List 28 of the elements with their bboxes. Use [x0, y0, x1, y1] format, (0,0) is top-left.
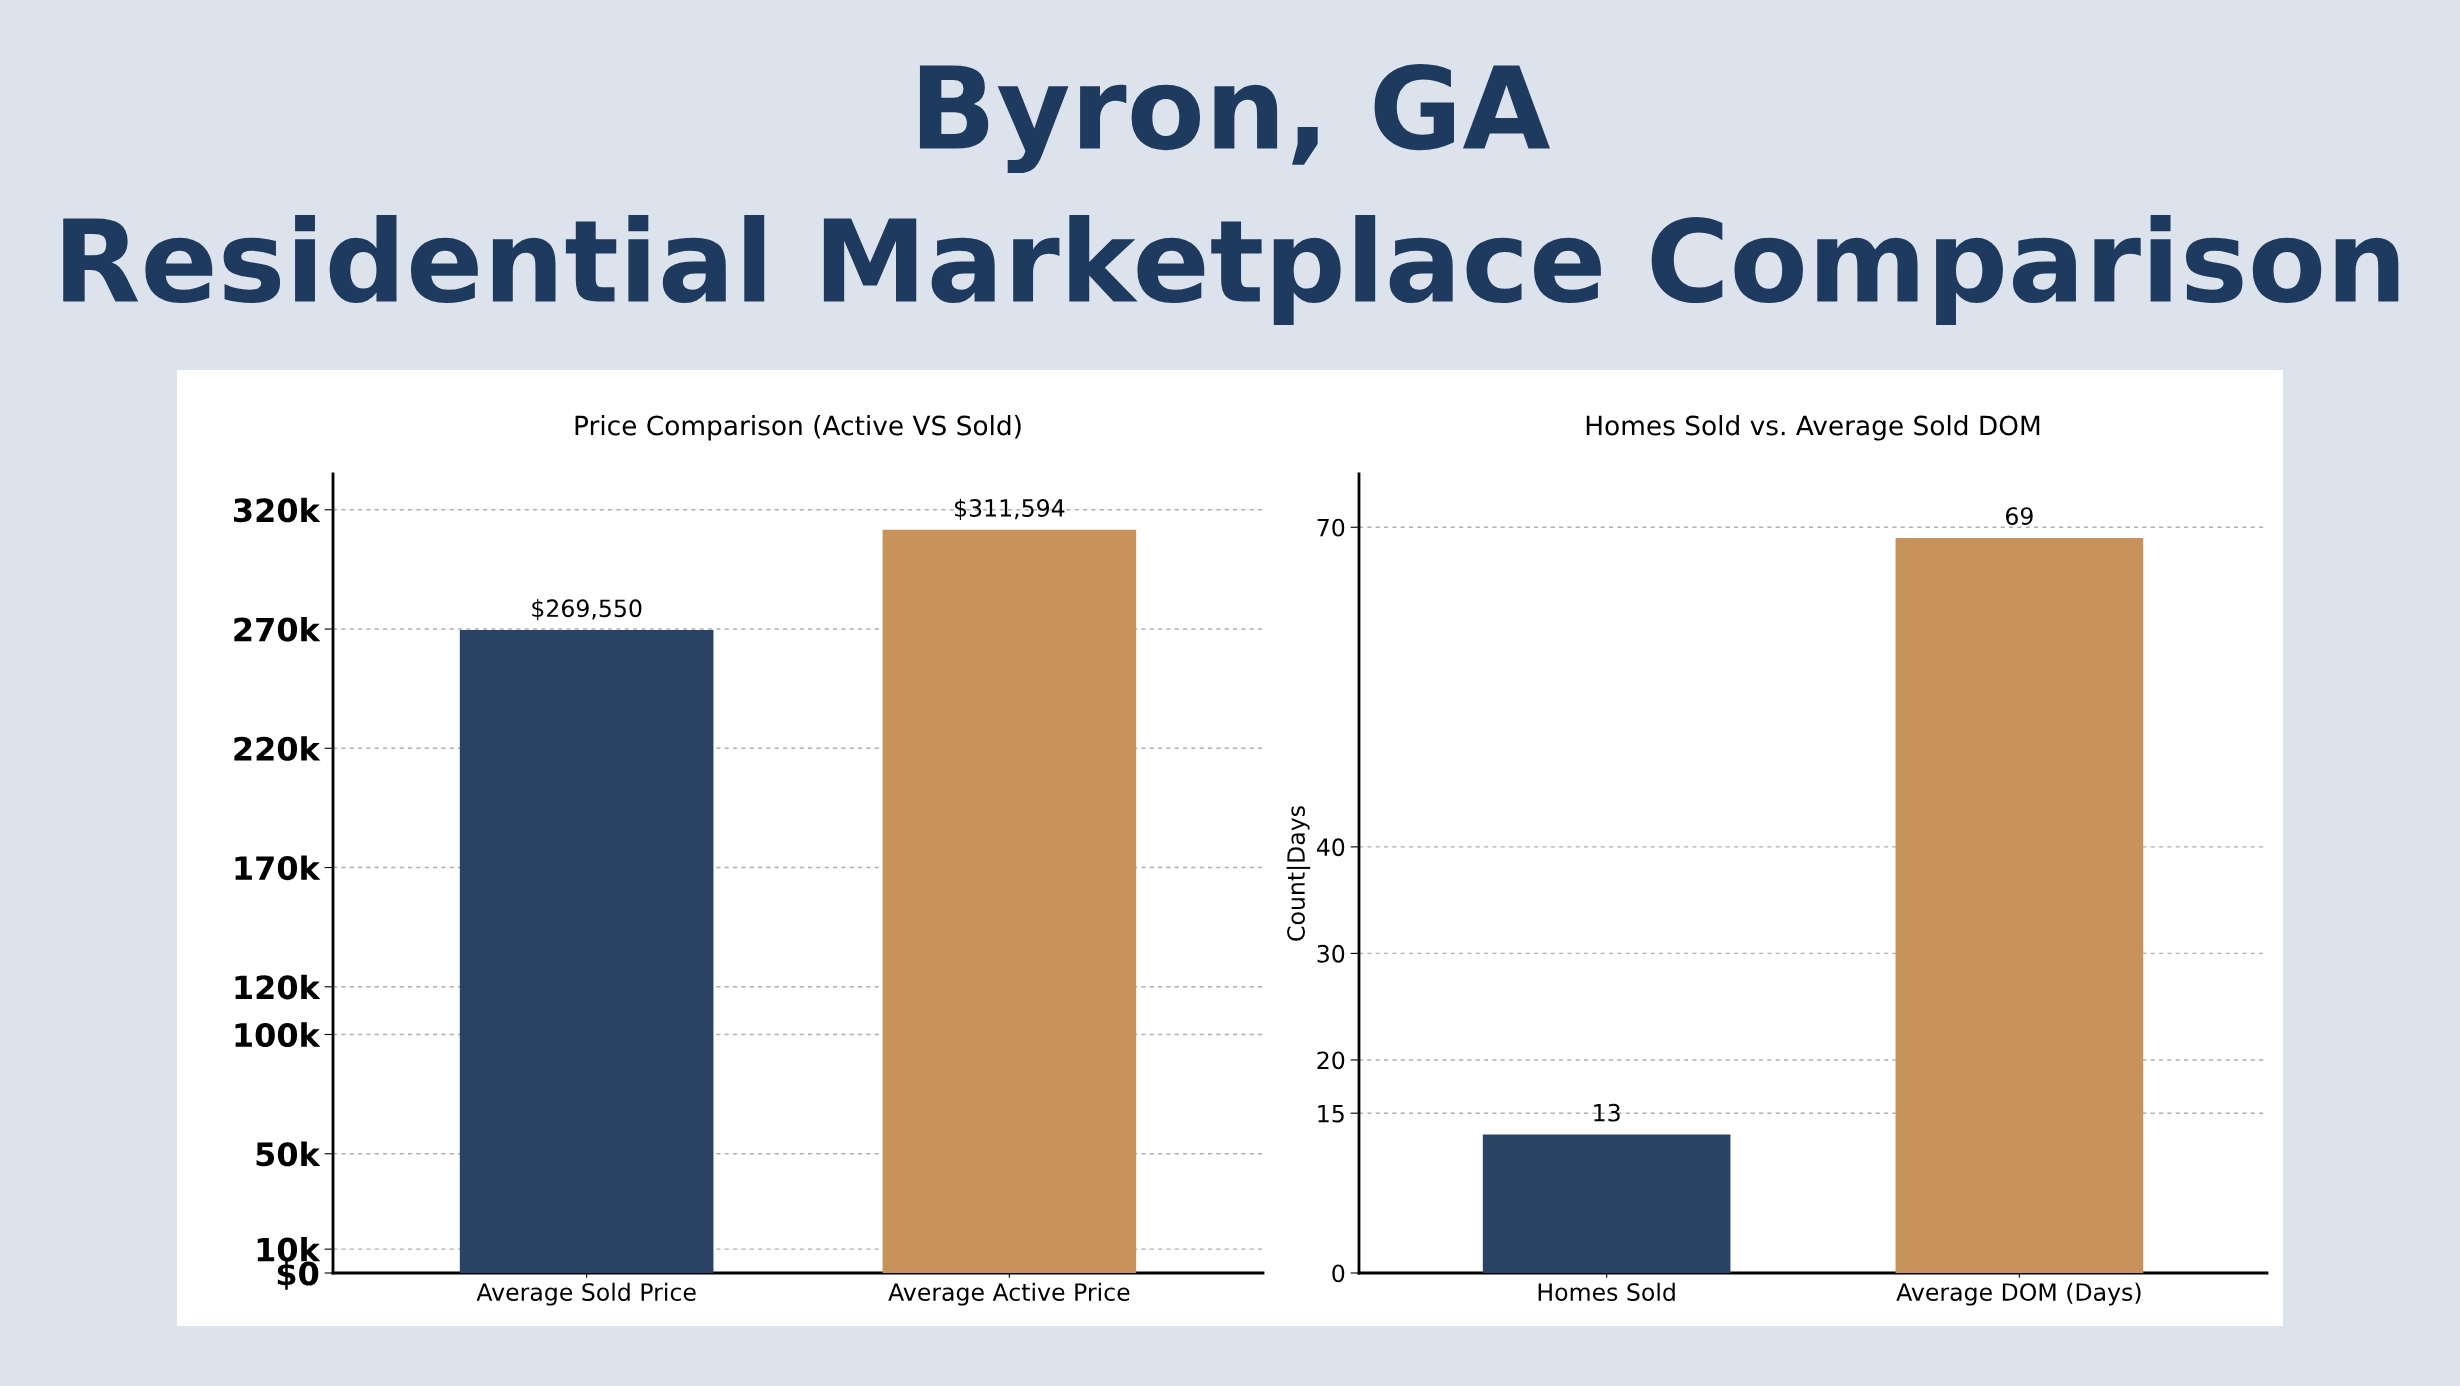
y-tick-label: 170k: [235, 855, 321, 881]
y-tick-label: 15: [1318, 1104, 1344, 1123]
data-label: 13: [1594, 1103, 1620, 1122]
x-tick-label: Average Sold Price: [476, 1282, 696, 1306]
y-tick-label: 10k: [257, 1237, 321, 1262]
x-tick-label: Homes Sold: [1538, 1282, 1675, 1301]
text: Byron, GA: [919, 64, 1550, 174]
y-tick-label: $0: [277, 1260, 319, 1290]
data-label: 69: [2005, 507, 2033, 526]
y-tick-label: 100k: [235, 1022, 321, 1048]
y-tick-label: 0: [1332, 1264, 1345, 1283]
y-tick-label: 50k: [256, 1141, 321, 1167]
y-tick-label: 220k: [234, 736, 321, 761]
y-tick-label: 70: [1317, 518, 1345, 537]
chart-title: Price Comparison (Active VS Sold): [575, 415, 1021, 441]
text: Residential Marketplace Comparison: [63, 214, 2399, 326]
y-tick-label: 30: [1317, 944, 1345, 963]
y-tick-label: 320k: [234, 497, 321, 523]
y-tick-label: 20: [1317, 1051, 1345, 1070]
x-tick-label: Average Active Price: [888, 1282, 1130, 1306]
y-tick-label: 120k: [235, 974, 321, 1000]
y-tick-label: 40: [1316, 838, 1345, 857]
x-tick-label: Average DOM (Days): [1896, 1282, 2141, 1306]
y-tick-label: 270k: [234, 616, 321, 642]
data-label: $269,550: [532, 598, 642, 621]
y-axis-title: Count|Days: [1286, 806, 1311, 941]
chart-title: Homes Sold vs. Average Sold DOM: [1586, 415, 2040, 441]
data-label: $311,594: [954, 498, 1065, 521]
